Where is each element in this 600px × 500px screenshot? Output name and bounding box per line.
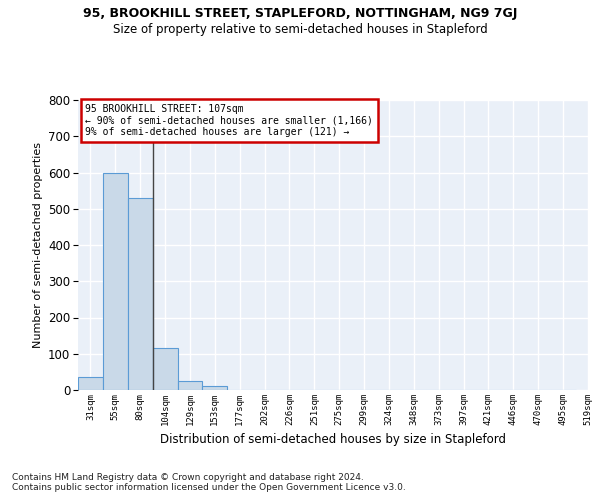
Y-axis label: Number of semi-detached properties: Number of semi-detached properties [32,142,43,348]
Bar [103,172,128,390]
Text: Size of property relative to semi-detached houses in Stapleford: Size of property relative to semi-detach… [113,22,487,36]
Bar [178,381,202,390]
Bar [202,386,227,390]
Bar [78,378,103,390]
Bar [152,348,178,390]
Text: 95 BROOKHILL STREET: 107sqm
← 90% of semi-detached houses are smaller (1,166)
9%: 95 BROOKHILL STREET: 107sqm ← 90% of sem… [85,104,373,137]
Bar [128,198,152,390]
Text: Distribution of semi-detached houses by size in Stapleford: Distribution of semi-detached houses by … [160,432,506,446]
Text: Contains HM Land Registry data © Crown copyright and database right 2024.: Contains HM Land Registry data © Crown c… [12,472,364,482]
Text: 95, BROOKHILL STREET, STAPLEFORD, NOTTINGHAM, NG9 7GJ: 95, BROOKHILL STREET, STAPLEFORD, NOTTIN… [83,8,517,20]
Text: Contains public sector information licensed under the Open Government Licence v3: Contains public sector information licen… [12,482,406,492]
